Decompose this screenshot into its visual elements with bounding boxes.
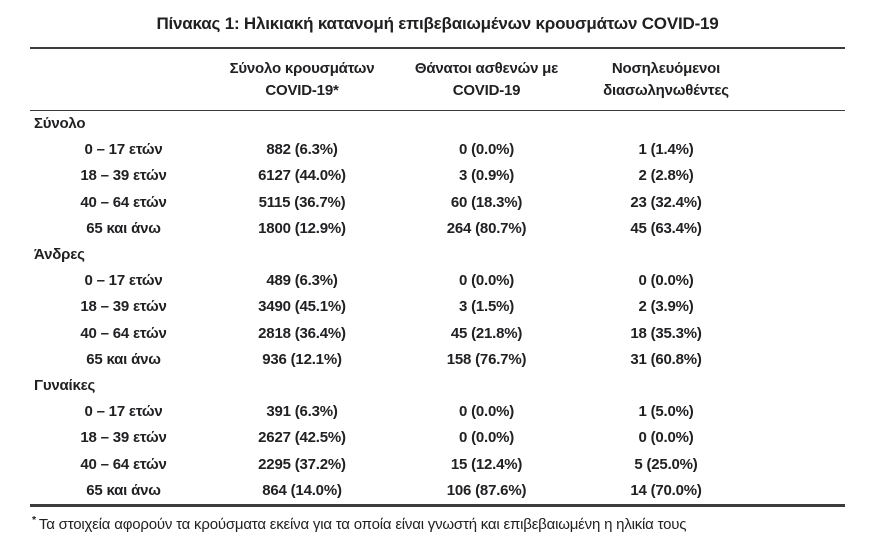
deaths-cell: 0 (0.0%) xyxy=(458,429,515,447)
intubated-cell: 2 (2.8%) xyxy=(638,167,694,185)
intubated-cell: 2 (3.9%) xyxy=(638,298,694,316)
cases-cell: 3490 (45.1%) xyxy=(258,298,346,316)
cases-cell: 2295 (37.2%) xyxy=(258,455,346,473)
cases-cell: 6127 (44.0%) xyxy=(258,167,346,185)
intubated-cell: 1 (5.0%) xyxy=(638,403,694,421)
table-row: 0 – 17 ετών 882 (6.3%) 0 (0.0%) 1 (1.4%) xyxy=(30,137,845,163)
deaths-cell: 45 (21.8%) xyxy=(450,324,523,342)
filler-cell xyxy=(746,137,845,163)
footnote-asterisk: * xyxy=(32,514,36,527)
column-header-total-cases: Σύνολο κρουσμάτων COVID-19* xyxy=(217,48,387,111)
intubated-cell: 5 (25.0%) xyxy=(634,455,698,473)
intubated-cell: 0 (0.0%) xyxy=(638,272,694,290)
column-header-line: Νοσηλευόμενοι xyxy=(611,60,721,77)
table-row: 40 – 64 ετών 2818 (36.4%) 45 (21.8%) 18 … xyxy=(30,321,845,347)
table-footnote: * Τα στοιχεία αφορούν τα κρούσματα εκείνα… xyxy=(32,514,880,533)
intubated-cell: 31 (60.8%) xyxy=(630,350,702,368)
deaths-cell: 0 (0.0%) xyxy=(458,141,515,159)
cases-cell: 882 (6.3%) xyxy=(266,141,338,159)
column-header-line: COVID-19 xyxy=(452,82,521,99)
table-row: 65 και άνω 1800 (12.9%) 264 (80.7%) 45 (… xyxy=(30,216,845,242)
age-row-label: 0 – 17 ετών xyxy=(84,141,163,159)
intubated-cell: 1 (1.4%) xyxy=(638,141,694,159)
table-title: Πίνακας 1: Ηλικιακή κατανομή επιβεβαιωμέ… xyxy=(156,14,719,33)
deaths-cell: 60 (18.3%) xyxy=(450,193,523,211)
column-header-line: COVID-19* xyxy=(265,82,339,99)
cases-cell: 936 (12.1%) xyxy=(262,350,342,368)
filler-cell xyxy=(746,452,845,478)
filler-cell xyxy=(746,294,845,320)
age-row-label: 18 – 39 ετών xyxy=(80,429,167,447)
intubated-cell: 23 (32.4%) xyxy=(630,193,702,211)
age-row-label: 18 – 39 ετών xyxy=(80,298,167,316)
table-header: Σύνολο κρουσμάτων COVID-19* Θάνατοι ασθε… xyxy=(30,48,845,111)
filler-cell xyxy=(746,347,845,373)
filler-cell xyxy=(746,163,845,189)
deaths-cell: 264 (80.7%) xyxy=(446,219,527,237)
filler-cell xyxy=(746,321,845,347)
column-header-line: διασωληνωθέντες xyxy=(603,82,729,99)
table-row: 18 – 39 ετών 6127 (44.0%) 3 (0.9%) 2 (2.… xyxy=(30,163,845,189)
age-row-label: 40 – 64 ετών xyxy=(80,193,167,211)
section-header-women: Γυναίκες xyxy=(30,373,845,399)
cases-cell: 391 (6.3%) xyxy=(266,403,338,421)
footnote-text: Τα στοιχεία αφορούν τα κρούσματα εκείνα … xyxy=(38,516,687,534)
deaths-cell: 15 (12.4%) xyxy=(450,455,523,473)
age-row-label: 65 και άνω xyxy=(86,481,161,499)
table-row: 65 και άνω 936 (12.1%) 158 (76.7%) 31 (6… xyxy=(30,347,845,373)
filler-cell xyxy=(746,425,845,451)
column-header-line: Σύνολο κρουσμάτων xyxy=(229,60,375,77)
table-row: 40 – 64 ετών 5115 (36.7%) 60 (18.3%) 23 … xyxy=(30,190,845,216)
age-row-label: 65 και άνω xyxy=(86,350,161,368)
column-header-intubated: Νοσηλευόμενοι διασωληνωθέντες xyxy=(586,48,746,111)
section-header-label: Άνδρες xyxy=(34,246,85,264)
cases-cell: 5115 (36.7%) xyxy=(258,193,346,211)
column-header-deaths: Θάνατοι ασθενών με COVID-19 xyxy=(387,48,586,111)
table-row: 18 – 39 ετών 3490 (45.1%) 3 (1.5%) 2 (3.… xyxy=(30,294,845,320)
deaths-cell: 158 (76.7%) xyxy=(446,350,527,368)
deaths-cell: 0 (0.0%) xyxy=(458,403,515,421)
covid-age-distribution-table: Σύνολο κρουσμάτων COVID-19* Θάνατοι ασθε… xyxy=(30,47,845,508)
age-row-label: 40 – 64 ετών xyxy=(80,455,167,473)
intubated-cell: 0 (0.0%) xyxy=(638,429,694,447)
age-row-label: 18 – 39 ετών xyxy=(80,167,167,185)
header-empty-cell xyxy=(30,48,217,111)
table-body: Σύνολο 0 – 17 ετών 882 (6.3%) 0 (0.0%) 1… xyxy=(30,111,845,506)
filler-cell xyxy=(746,478,845,506)
cases-cell: 1800 (12.9%) xyxy=(258,219,346,237)
filler-cell xyxy=(746,399,845,425)
deaths-cell: 106 (87.6%) xyxy=(446,481,527,499)
intubated-cell: 14 (70.0%) xyxy=(630,481,702,499)
table-row: 0 – 17 ετών 391 (6.3%) 0 (0.0%) 1 (5.0%) xyxy=(30,399,845,425)
cases-cell: 2818 (36.4%) xyxy=(258,324,346,342)
intubated-cell: 18 (35.3%) xyxy=(630,324,702,342)
table-row: 0 – 17 ετών 489 (6.3%) 0 (0.0%) 0 (0.0%) xyxy=(30,268,845,294)
deaths-cell: 3 (0.9%) xyxy=(458,167,515,185)
table-row: 18 – 39 ετών 2627 (42.5%) 0 (0.0%) 0 (0.… xyxy=(30,425,845,451)
header-row: Σύνολο κρουσμάτων COVID-19* Θάνατοι ασθε… xyxy=(30,48,845,111)
section-header-men: Άνδρες xyxy=(30,242,845,268)
age-row-label: 65 και άνω xyxy=(86,219,161,237)
age-row-label: 0 – 17 ετών xyxy=(84,403,163,421)
deaths-cell: 3 (1.5%) xyxy=(458,298,515,316)
cases-cell: 864 (14.0%) xyxy=(262,481,342,499)
header-filler-cell xyxy=(746,48,845,111)
filler-cell xyxy=(746,216,845,242)
table-row: 40 – 64 ετών 2295 (37.2%) 15 (12.4%) 5 (… xyxy=(30,452,845,478)
section-header-total: Σύνολο xyxy=(30,111,845,138)
deaths-cell: 0 (0.0%) xyxy=(458,272,515,290)
column-header-line: Θάνατοι ασθενών με xyxy=(414,60,559,77)
intubated-cell: 45 (63.4%) xyxy=(630,219,702,237)
table-row: 65 και άνω 864 (14.0%) 106 (87.6%) 14 (7… xyxy=(30,478,845,506)
age-row-label: 40 – 64 ετών xyxy=(80,324,167,342)
section-header-label: Γυναίκες xyxy=(34,377,96,395)
filler-cell xyxy=(746,268,845,294)
filler-cell xyxy=(746,190,845,216)
cases-cell: 489 (6.3%) xyxy=(266,272,338,290)
section-header-label: Σύνολο xyxy=(34,115,86,132)
cases-cell: 2627 (42.5%) xyxy=(258,429,346,447)
age-row-label: 0 – 17 ετών xyxy=(84,272,163,290)
